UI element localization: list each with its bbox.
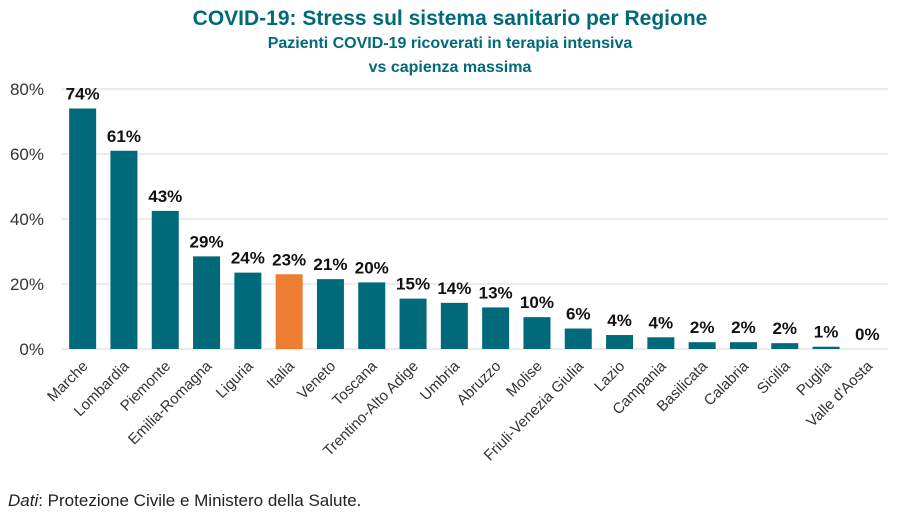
source-note: Dati: Protezione Civile e Ministero dell… (8, 491, 361, 511)
chart-title: COVID-19: Stress sul sistema sanitario p… (192, 7, 708, 30)
data-label: 61% (107, 127, 141, 146)
bar (729, 342, 757, 349)
bar (110, 150, 138, 349)
bar (234, 272, 262, 349)
y-tick-label: 40% (10, 210, 44, 229)
data-label: 29% (190, 232, 224, 251)
bar (275, 274, 303, 349)
x-tick-label: Calabria (701, 357, 753, 409)
bar (399, 298, 427, 349)
bar (151, 210, 179, 349)
bar (358, 282, 386, 349)
title-block: COVID-19: Stress sul sistema sanitario p… (0, 6, 900, 80)
data-label: 15% (396, 275, 430, 294)
data-label: 24% (231, 249, 265, 268)
bar (688, 342, 716, 349)
x-tick-label: Lazio (591, 358, 628, 395)
bar (771, 343, 799, 349)
data-label: 1% (814, 323, 839, 342)
data-label: 21% (313, 255, 347, 274)
data-label: 20% (355, 258, 389, 277)
bar (523, 317, 551, 349)
data-label: 2% (731, 318, 756, 337)
y-tick-label: 0% (19, 340, 44, 359)
bar (564, 328, 592, 349)
bar (606, 335, 634, 349)
bar (482, 307, 510, 349)
y-tick-label: 80% (10, 80, 44, 99)
data-label: 23% (272, 250, 306, 269)
bar (193, 256, 221, 349)
x-tick-label: Abruzzo (454, 358, 505, 409)
data-label: 43% (148, 187, 182, 206)
source-text: : Protezione Civile e Ministero della Sa… (38, 491, 362, 510)
bar (316, 279, 344, 349)
chart-subtitle-line1: Pazienti COVID-19 ricoverati in terapia … (267, 35, 633, 52)
x-tick-label: Sicilia (754, 357, 794, 397)
y-tick-label: 60% (10, 145, 44, 164)
data-label: 2% (772, 319, 797, 338)
data-label: 0% (855, 325, 880, 344)
bar (647, 337, 675, 349)
chart-subtitle-line2: vs capienza massima (368, 59, 532, 76)
data-label: 4% (649, 313, 674, 332)
data-label: 2% (690, 318, 715, 337)
bar-chart: 0%20%40%60%80% 74%Marche61%Lombardia43%Pi… (10, 80, 888, 464)
x-tick-label: Liguria (213, 357, 257, 401)
bar (812, 346, 840, 349)
data-label: 13% (479, 283, 513, 302)
bar (69, 108, 97, 349)
data-label: 74% (66, 85, 100, 104)
data-label: 6% (566, 305, 591, 324)
source-label: Dati (8, 491, 39, 510)
data-label: 4% (607, 311, 632, 330)
bar (440, 302, 468, 349)
y-tick-label: 20% (10, 275, 44, 294)
data-label: 14% (437, 279, 471, 298)
data-label: 10% (520, 293, 554, 312)
x-tick-label: Italia (264, 357, 299, 392)
